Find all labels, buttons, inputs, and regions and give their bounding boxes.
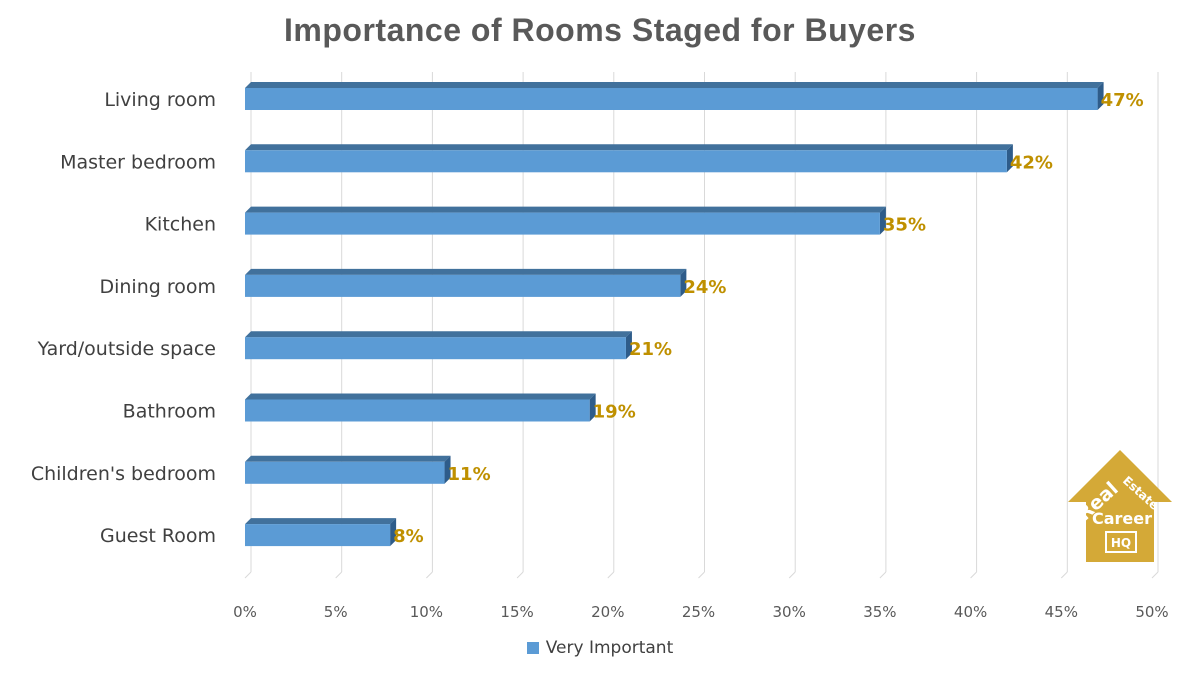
bar (245, 393, 596, 422)
chart-title: Importance of Rooms Staged for Buyers (284, 12, 916, 48)
bar-front-face (245, 399, 590, 422)
x-tick-label: 0% (233, 603, 257, 621)
bar (245, 144, 1013, 173)
legend: Very Important (0, 638, 1200, 658)
bar (245, 268, 687, 297)
data-labels: 47% 42% 35% 24% 21% 19% 11% 8% (393, 90, 1144, 547)
data-label: 21% (629, 339, 672, 360)
logo-text-hq: HQ (1111, 536, 1131, 550)
legend-label: Very Important (545, 638, 674, 658)
bar-side-face (390, 518, 397, 547)
x-tick-label: 5% (324, 603, 348, 621)
bar-front-face (245, 461, 445, 484)
category-labels: Living room Master bedroom Kitchen Dining r… (31, 89, 216, 547)
x-tick-label: 10% (410, 603, 443, 621)
data-label: 19% (593, 402, 636, 423)
data-label: 11% (448, 464, 491, 485)
bar (245, 518, 397, 547)
gridline-floor (698, 571, 705, 579)
bar-front-face (245, 88, 1098, 110)
bar-top-face (245, 82, 1104, 88)
category-label: Kitchen (145, 214, 216, 236)
gridline-floor (335, 571, 343, 579)
gridline-floor (426, 571, 433, 579)
bar (245, 82, 1104, 110)
data-label: 42% (1010, 152, 1053, 173)
bar-top-face (245, 206, 886, 213)
data-label: 8% (393, 526, 424, 547)
x-tick-label: 50% (1135, 603, 1168, 621)
gridline-floor (970, 571, 977, 579)
bar-front-face (245, 337, 626, 360)
bar-top-face (245, 331, 632, 338)
gridline-floor (879, 571, 887, 579)
legend-swatch (526, 642, 539, 654)
bar-top-face (245, 455, 451, 462)
bar-front-face (245, 274, 681, 297)
bar (245, 331, 632, 360)
category-label: Yard/outside space (37, 338, 216, 360)
bar-side-face (879, 206, 886, 235)
gridline-floor (1151, 571, 1159, 579)
bar-top-face (245, 144, 1013, 151)
logo-text-career: Career (1092, 509, 1152, 528)
data-label: 47% (1101, 90, 1144, 111)
x-tick-label: 45% (1045, 603, 1078, 621)
bar-side-face (1097, 82, 1104, 110)
bar-side-face (625, 331, 632, 360)
gridline-floor (1060, 571, 1068, 579)
gridline-floor (244, 571, 252, 579)
bar-front-face (245, 524, 391, 547)
x-tick-label: 35% (863, 603, 896, 621)
bar-top-face (245, 393, 596, 400)
bars (245, 82, 1104, 547)
bar-side-face (589, 393, 596, 422)
gridline-floor (788, 571, 796, 579)
data-label: 35% (883, 215, 926, 236)
x-tick-label: 25% (682, 603, 715, 621)
bar-top-face (245, 268, 687, 275)
x-tick-label: 30% (773, 603, 806, 621)
gridline-floor (516, 571, 524, 579)
real-estate-career-hq-logo: Real Estate Career HQ (1068, 450, 1172, 562)
gridline-floor (607, 571, 615, 579)
category-label: Master bedroom (60, 151, 216, 173)
data-label: 24% (683, 277, 726, 298)
bar-front-face (245, 212, 880, 235)
category-label: Guest Room (100, 525, 216, 547)
category-label: Dining room (99, 276, 216, 298)
bar-side-face (444, 455, 451, 484)
category-label: Living room (104, 89, 216, 111)
category-label: Children's bedroom (31, 463, 216, 485)
house-icon (1068, 450, 1172, 562)
bar (245, 206, 886, 235)
bar (245, 455, 451, 484)
x-tick-label: 20% (591, 603, 624, 621)
x-axis-tick-labels: 0% 5% 10% 15% 20% 25% 30% 35% 40% 45% 50% (233, 603, 1169, 621)
bar-side-face (680, 268, 687, 297)
bar-side-face (1006, 144, 1013, 173)
bar-top-face (245, 518, 397, 525)
x-tick-label: 40% (954, 603, 987, 621)
logo-hq-box (1105, 531, 1137, 553)
category-label: Bathroom (123, 401, 216, 423)
bar-front-face (245, 150, 1007, 173)
x-tick-label: 15% (500, 603, 533, 621)
